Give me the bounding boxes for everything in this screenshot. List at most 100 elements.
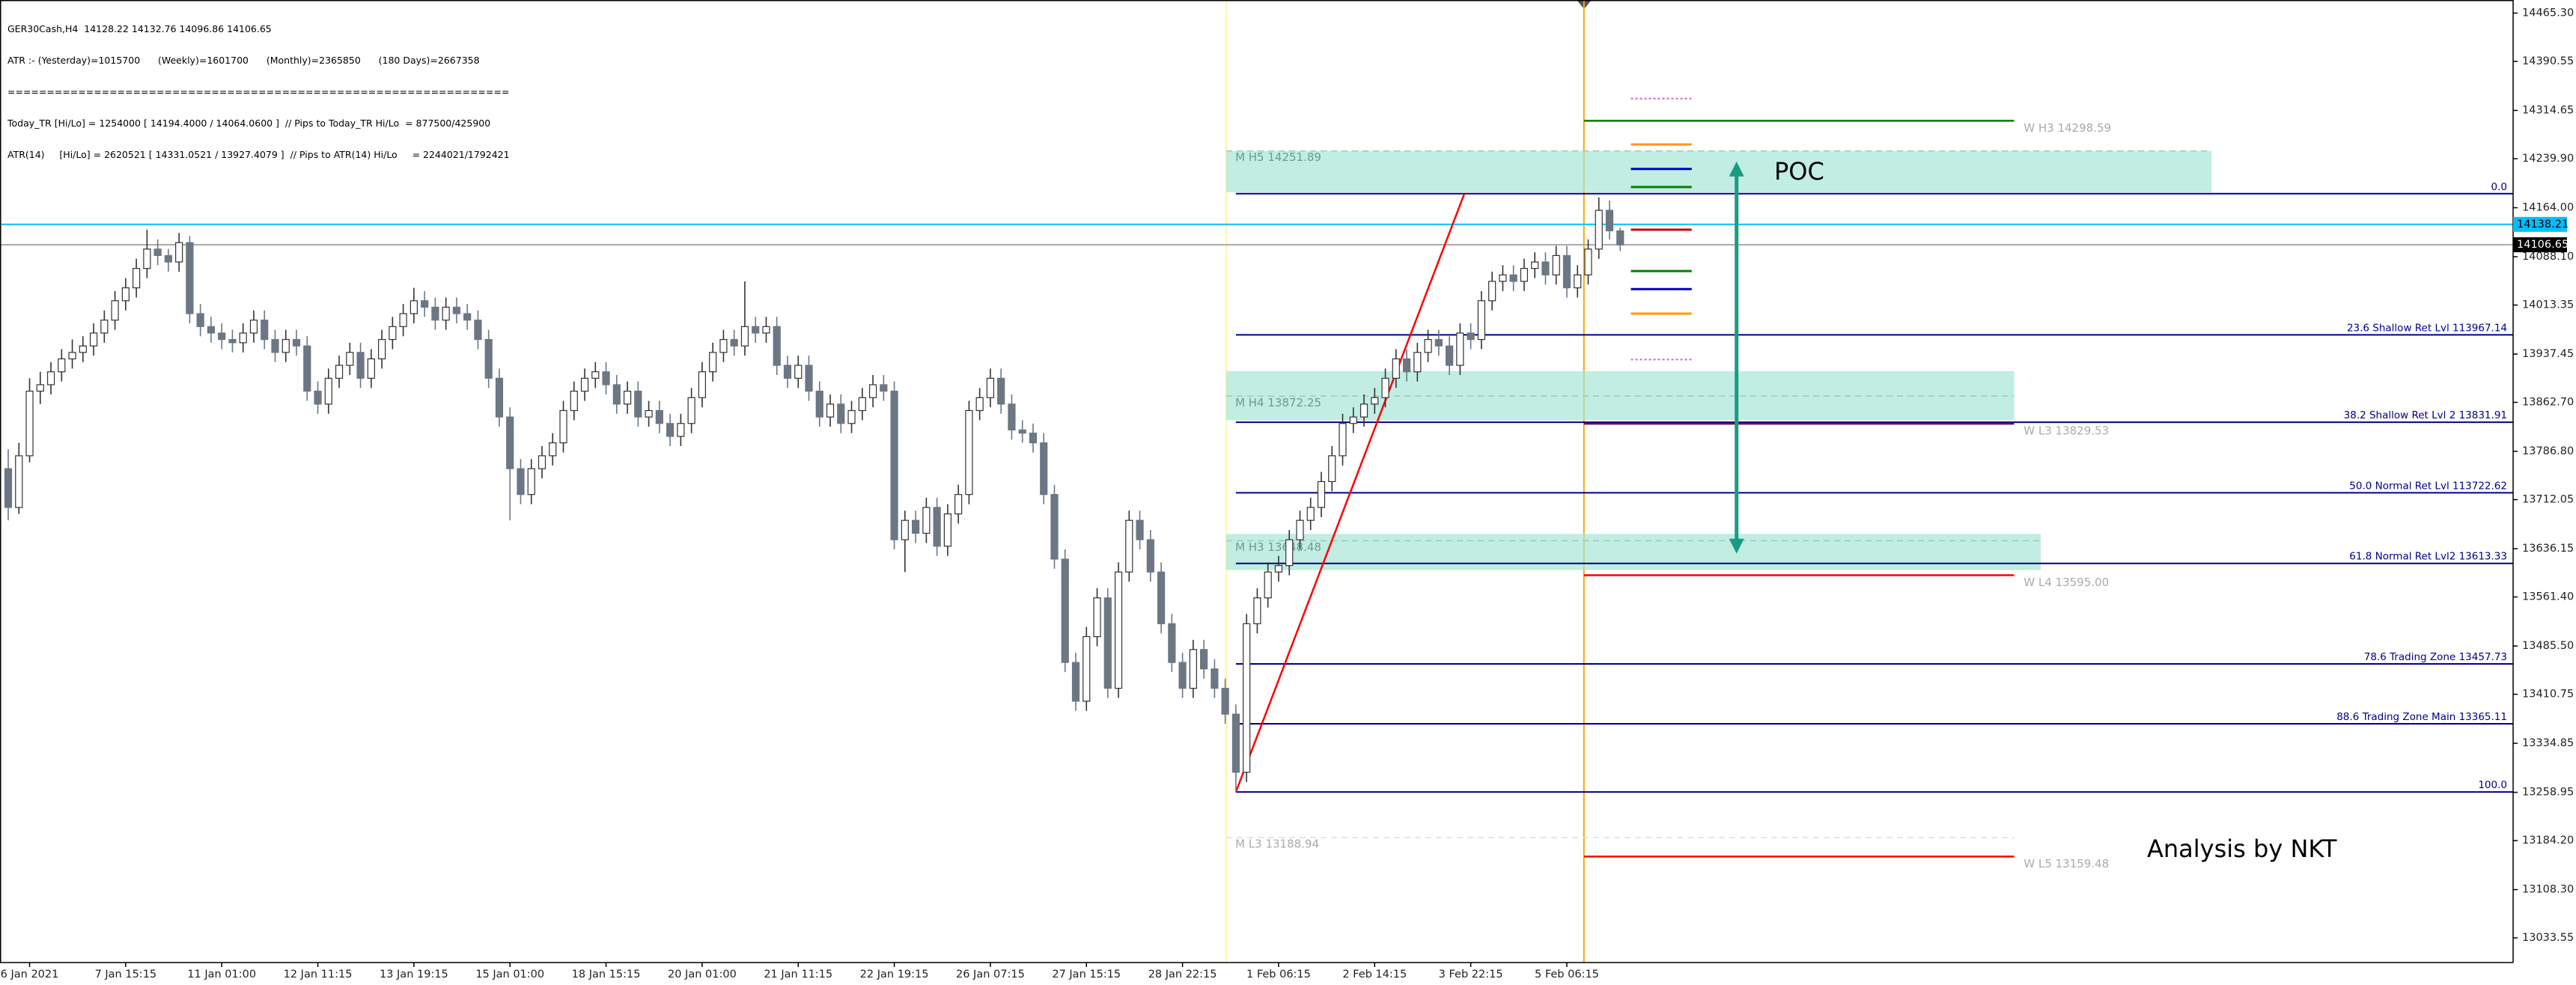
fib-label: 100.0 xyxy=(2478,779,2507,791)
candle-body xyxy=(1114,571,1123,689)
candle-body xyxy=(868,384,877,398)
x-tick-label: 6 Jan 2021 xyxy=(1,969,59,981)
candle-body xyxy=(1221,687,1229,715)
candle-body xyxy=(1584,248,1592,275)
candle-body xyxy=(1253,597,1261,624)
candle-body xyxy=(175,242,183,263)
candle-body xyxy=(954,494,963,515)
author-note: Analysis by NKT xyxy=(2147,835,2337,863)
candle-body xyxy=(1456,332,1464,366)
candle-body xyxy=(1146,539,1154,573)
candle-body xyxy=(79,345,87,353)
candle-body xyxy=(1434,338,1443,347)
x-tick-label: 13 Jan 19:15 xyxy=(380,969,448,981)
x-tick-label: 5 Feb 06:15 xyxy=(1535,969,1599,981)
candle-body xyxy=(783,365,792,379)
candle-body xyxy=(719,338,728,353)
candle-body xyxy=(378,338,386,360)
candle-body xyxy=(752,326,760,334)
candle-body xyxy=(1424,338,1432,353)
y-tick-label: 14390.55 xyxy=(2522,55,2574,67)
candle-body xyxy=(409,300,418,314)
candle-body xyxy=(847,409,856,424)
candle-body xyxy=(1200,649,1208,670)
y-tick-label: 13108.30 xyxy=(2522,884,2574,896)
candle-body xyxy=(1562,254,1571,289)
candle-body xyxy=(986,377,995,398)
candle-body xyxy=(805,365,813,392)
candle-body xyxy=(1531,261,1539,269)
candle-body xyxy=(207,326,216,334)
weekly-label: W H3 14298.59 xyxy=(2024,121,2111,135)
candle-body xyxy=(1136,519,1144,540)
x-tick-label: 2 Feb 14:15 xyxy=(1342,969,1407,981)
y-tick-label: 14465.30 xyxy=(2522,7,2574,19)
price-label: 14106.65 xyxy=(2517,239,2569,251)
candle-body xyxy=(677,423,685,437)
candle-body xyxy=(517,468,525,495)
x-tick-label: 22 Jan 19:15 xyxy=(860,969,929,981)
candle-body xyxy=(228,338,237,344)
candle-body xyxy=(89,332,98,347)
candle-body xyxy=(399,313,407,327)
fib-label: 78.6 Trading Zone 13457.73 xyxy=(2364,651,2507,663)
candle-body xyxy=(442,306,450,321)
candle-body xyxy=(1339,423,1347,457)
y-tick-label: 13033.55 xyxy=(2522,932,2574,944)
candle-body xyxy=(324,377,332,405)
pivot-label: M L3 13188.94 xyxy=(1235,837,1319,850)
candle-body xyxy=(15,455,23,508)
x-tick-label: 11 Jan 01:00 xyxy=(187,969,256,981)
candle-body xyxy=(826,403,835,418)
header-line: Today_TR [Hi/Lo] = 1254000 [ 14194.4000 … xyxy=(7,118,491,129)
fib-label: 38.2 Shallow Ret Lvl 2 13831.91 xyxy=(2344,409,2507,421)
candle-body xyxy=(1274,565,1283,573)
y-tick-label: 13712.05 xyxy=(2522,494,2574,506)
candle-body xyxy=(484,338,493,379)
candle-body xyxy=(153,248,162,256)
x-tick-label: 15 Jan 01:00 xyxy=(475,969,544,981)
y-tick-label: 13636.15 xyxy=(2522,543,2574,555)
candle-body xyxy=(292,338,301,347)
candle-body xyxy=(837,403,845,424)
candle-body xyxy=(1467,332,1475,341)
candle-body xyxy=(1595,210,1603,250)
candle-body xyxy=(880,384,888,392)
candle-body xyxy=(602,371,610,385)
poc-label: POC xyxy=(1774,157,1824,186)
candle-body xyxy=(740,326,749,347)
candle-body xyxy=(1264,571,1272,599)
candle-body xyxy=(570,391,578,412)
candle-body xyxy=(1040,442,1048,495)
y-tick-label: 14013.35 xyxy=(2522,299,2574,311)
candle-body xyxy=(452,306,461,314)
candle-body xyxy=(335,365,344,379)
y-tick-label: 13561.40 xyxy=(2522,591,2574,603)
candle-body xyxy=(933,507,941,547)
candle-body xyxy=(975,397,984,412)
candle-body xyxy=(196,313,204,327)
fib-label: 61.8 Normal Ret Lvl2 13613.33 xyxy=(2349,551,2507,563)
candle-body xyxy=(687,397,695,424)
candle-body xyxy=(431,306,439,321)
candle-body xyxy=(239,332,247,344)
x-tick-label: 27 Jan 15:15 xyxy=(1052,969,1121,981)
candle-body xyxy=(1381,377,1389,398)
candle-body xyxy=(281,338,290,353)
y-tick-label: 13258.95 xyxy=(2522,787,2574,799)
candle-body xyxy=(1605,210,1614,232)
candle-body xyxy=(303,345,311,392)
fib-label: 88.6 Trading Zone Main 13365.11 xyxy=(2336,711,2507,723)
candle-body xyxy=(1125,519,1133,573)
candle-body xyxy=(815,391,823,418)
candle-body xyxy=(474,320,482,341)
candle-body xyxy=(965,409,973,495)
candle-body xyxy=(421,300,429,308)
info-header: GER30Cash,H4 14128.22 14132.76 14096.86 … xyxy=(7,3,510,181)
candle-body xyxy=(549,442,557,457)
candle-body xyxy=(1317,481,1326,508)
candle-body xyxy=(143,248,151,269)
candle-body xyxy=(1103,597,1112,689)
weekly-label: W L5 13159.48 xyxy=(2024,857,2109,870)
